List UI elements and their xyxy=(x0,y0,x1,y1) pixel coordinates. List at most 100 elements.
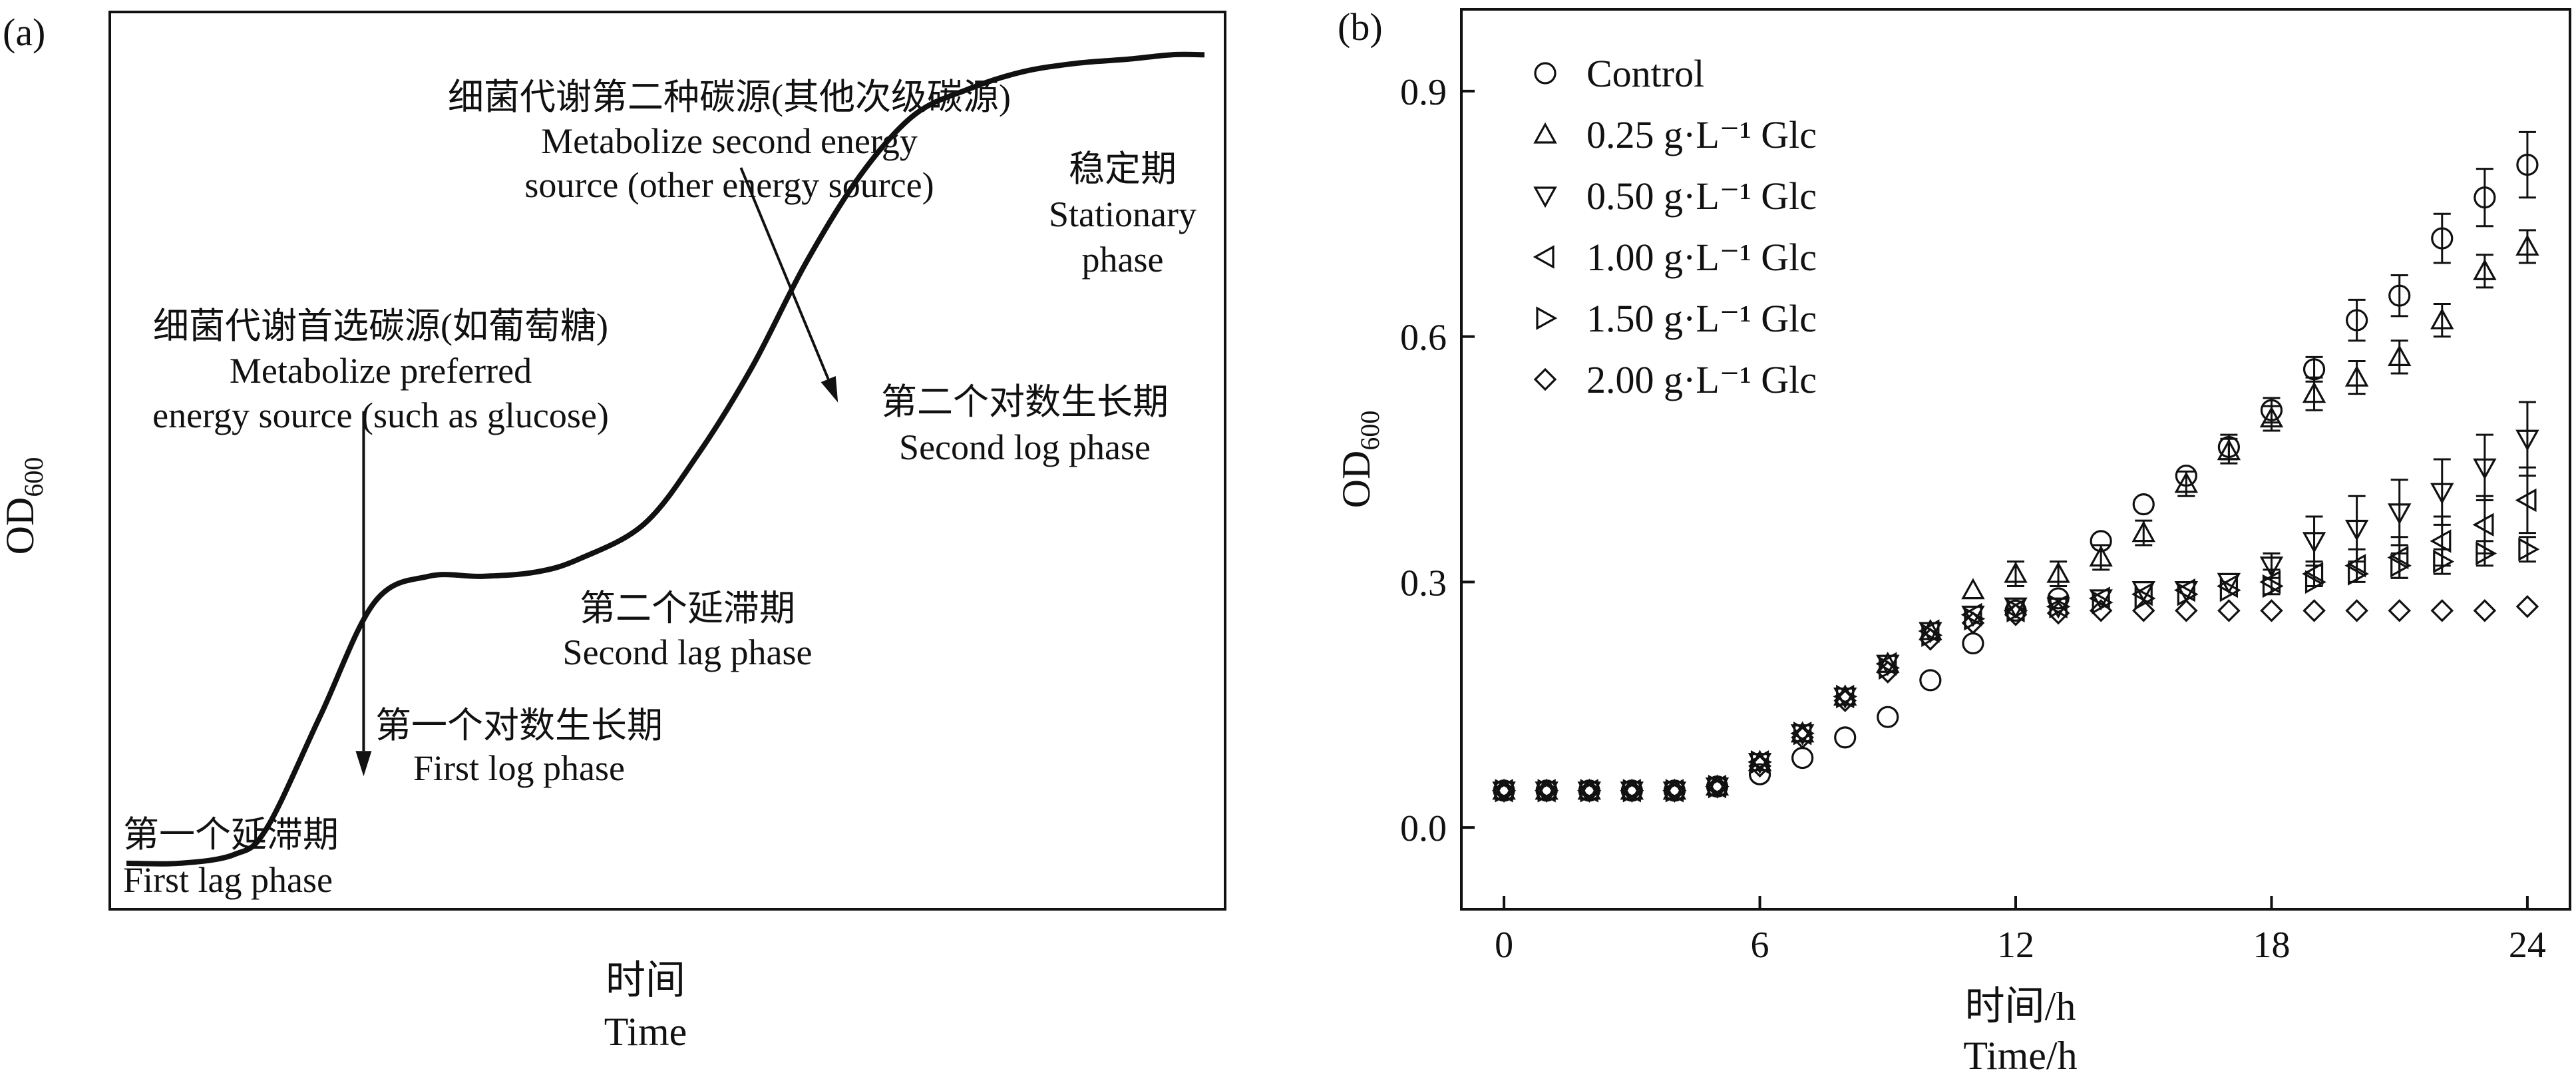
data-point xyxy=(1662,781,1687,803)
data-point xyxy=(1748,754,1771,778)
data-point xyxy=(1492,779,1516,803)
legend-label-3: 0.50 g·L⁻¹ Glc xyxy=(1586,174,1817,218)
ann-second-source-en-2: source (other energy source) xyxy=(524,165,934,205)
data-point xyxy=(1577,779,1601,803)
data-point xyxy=(2217,439,2241,461)
data-point xyxy=(1748,763,1771,785)
data-point xyxy=(2344,365,2369,387)
data-point xyxy=(1492,781,1516,803)
data-point xyxy=(2387,503,2412,525)
ann-first-log-cn: 第一个对数生长期 xyxy=(375,706,663,746)
data-point xyxy=(1961,611,1985,635)
data-point xyxy=(2046,561,2070,583)
series-4 xyxy=(1491,466,2537,803)
data-point xyxy=(2134,586,2156,610)
data-point xyxy=(1877,706,1899,728)
data-point xyxy=(2089,599,2113,622)
panel-a-xlabel-en: Time xyxy=(604,1010,687,1054)
data-point xyxy=(2302,562,2324,586)
legend-marker-6 xyxy=(1533,367,1557,391)
data-point xyxy=(2388,599,2411,622)
data-point xyxy=(2344,554,2366,578)
panel-b-label: (b) xyxy=(1338,5,1383,49)
data-point xyxy=(2515,488,2537,513)
x-tick-label: 6 xyxy=(1751,925,1769,966)
data-point xyxy=(2004,603,2028,626)
data-point xyxy=(2262,574,2284,598)
ann-second-lag-en: Second lag phase xyxy=(563,632,813,672)
data-point xyxy=(1705,777,1730,799)
ann-preferred-cn: 细菌代谢首选碳源(如葡萄糖) xyxy=(153,306,608,346)
legend-marker-3 xyxy=(1533,186,1557,208)
ann-preferred-en-2: energy source (such as glucose) xyxy=(152,395,609,435)
data-point xyxy=(2046,601,2070,625)
panel-a-frame xyxy=(108,11,1226,911)
data-point xyxy=(1876,660,1900,684)
ann-stationary-cn: 稳定期 xyxy=(1069,149,1177,189)
ann-second-source-cn: 细菌代谢第二种碳源(其他次级碳源) xyxy=(448,77,1011,117)
y-tick-label: 0.6 xyxy=(1400,318,1447,359)
data-point xyxy=(2175,599,2198,622)
panel-b-xlabel-en: Time/h xyxy=(1963,1034,2077,1078)
data-point xyxy=(2515,429,2539,451)
legend-marker-1 xyxy=(1534,62,1557,85)
y-tick-label: 0.3 xyxy=(1400,562,1447,604)
data-point xyxy=(2516,153,2539,176)
panel-b-legend: Control 0.25 g·L⁻¹ Glc 0.50 g·L⁻¹ Glc 1.00 … xyxy=(1533,52,1817,401)
data-point xyxy=(2092,590,2114,614)
panel-a-growth-curve-schematic: (a) OD600 时间 Time 第一个延滞期 First lag phase… xyxy=(0,11,1226,1054)
data-point xyxy=(2472,513,2494,537)
data-point xyxy=(2346,309,2368,331)
data-point xyxy=(1961,578,1985,600)
data-point xyxy=(2518,537,2540,561)
data-point xyxy=(2515,594,2539,618)
data-point xyxy=(2177,582,2199,606)
legend-label-2: 0.25 g·L⁻¹ Glc xyxy=(1586,113,1817,156)
legend-marker-4 xyxy=(1533,245,1555,269)
data-point xyxy=(2473,599,2497,622)
data-point xyxy=(2217,574,2238,598)
legend-label-5: 1.50 g·L⁻¹ Glc xyxy=(1586,297,1817,340)
data-point xyxy=(1706,775,1729,798)
y-tick-label: 0.9 xyxy=(1400,72,1447,113)
ann-first-lag-cn: 第一个延滞期 xyxy=(123,815,339,855)
data-point xyxy=(2302,599,2326,622)
ann-stationary-en-1: Stationary xyxy=(1049,194,1196,234)
panel-b-xlabel-cn: 时间/h xyxy=(1965,984,2076,1028)
data-point xyxy=(1834,726,1857,749)
data-point xyxy=(1833,687,1857,709)
y-tick-label: 0.0 xyxy=(1400,808,1447,849)
panel-b-axis-ticks: 0 6 12 18 24 0.0 0.3 0.6 0.9 xyxy=(1400,72,2546,966)
data-point xyxy=(2304,570,2326,594)
legend-marker-5 xyxy=(1536,306,1558,330)
data-point xyxy=(2089,545,2113,567)
x-tick-label: 24 xyxy=(2509,925,2546,966)
data-point xyxy=(2217,599,2241,622)
ann-stationary-en-2: phase xyxy=(1082,240,1164,280)
data-point xyxy=(1620,779,1644,803)
growth-curve-line xyxy=(126,51,1205,867)
legend-label-4: 1.00 g·L⁻¹ Glc xyxy=(1586,236,1817,279)
annotation-arrow-line-2 xyxy=(739,167,830,380)
data-point xyxy=(1622,779,1644,803)
data-point xyxy=(1875,652,1897,676)
data-point xyxy=(2302,532,2326,554)
annotation-arrow-head-2 xyxy=(821,375,838,403)
data-point xyxy=(1748,753,1772,775)
data-point xyxy=(1495,779,1517,803)
legend-label-1: Control xyxy=(1586,52,1704,95)
panel-a-label: (a) xyxy=(3,11,45,54)
data-point xyxy=(2049,594,2071,618)
data-point xyxy=(1962,632,1984,655)
legend-marker-2 xyxy=(1533,122,1557,144)
legend-label-6: 2.00 g·L⁻¹ Glc xyxy=(1586,358,1817,401)
x-tick-label: 12 xyxy=(1997,925,2034,966)
data-point xyxy=(1960,602,1982,627)
data-point xyxy=(2088,586,2110,610)
data-point xyxy=(2004,561,2028,583)
data-point xyxy=(1790,724,1815,746)
ann-preferred-en-1: Metabolize preferred xyxy=(230,351,532,391)
data-point xyxy=(2131,582,2153,606)
data-point xyxy=(1580,779,1602,803)
